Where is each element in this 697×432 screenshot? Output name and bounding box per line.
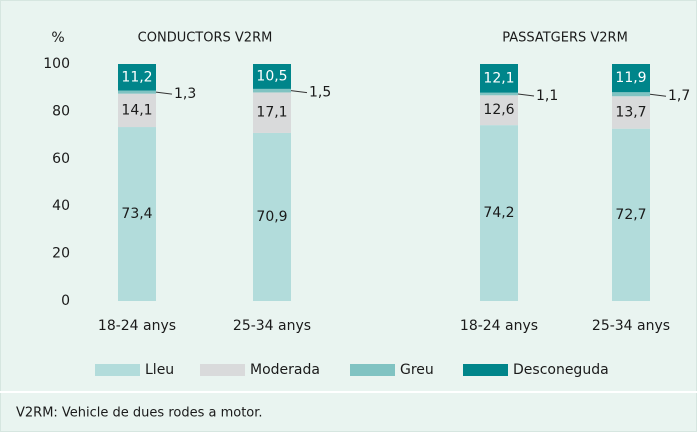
data-label: 1,5: [309, 85, 331, 101]
legend-swatch: [200, 364, 245, 376]
footnote: V2RM: Vehicle de dues rodes a motor.: [16, 406, 263, 421]
data-label: 1,1: [536, 88, 558, 104]
x-tick-label: 18-24 anys: [98, 318, 176, 334]
legend-label: Desconeguda: [513, 362, 609, 378]
x-tick-label: 25-34 anys: [233, 318, 311, 334]
x-tick-label: 25-34 anys: [592, 318, 670, 334]
legend-swatch: [95, 364, 140, 376]
legend-label: Lleu: [145, 362, 174, 378]
bar-segment: [480, 125, 518, 302]
data-label: 11,9: [615, 70, 646, 86]
data-label: 1,7: [668, 88, 690, 104]
bar-segment: [118, 127, 156, 302]
group-title: CONDUCTORS V2RM: [138, 31, 273, 46]
data-label: 10,5: [256, 68, 287, 84]
bar-segment: [480, 95, 518, 126]
data-label: 17,1: [256, 105, 287, 121]
y-axis-label: %: [51, 30, 64, 46]
data-label: 73,4: [121, 206, 152, 222]
data-label: 72,7: [615, 207, 646, 223]
data-label: 70,9: [256, 209, 287, 225]
bar-segment: [612, 96, 650, 129]
bar-segment: [118, 64, 156, 91]
y-tick-label: 20: [52, 246, 70, 262]
bar-segment: [480, 92, 518, 96]
bar-segment: [253, 88, 291, 93]
leader-line: [290, 90, 308, 94]
bar-segment: [253, 92, 291, 133]
bar-segment: [612, 92, 650, 97]
data-label: 1,3: [174, 86, 196, 102]
legend-label: Moderada: [250, 362, 320, 378]
y-tick-label: 60: [52, 151, 70, 167]
bar-segment: [612, 128, 650, 301]
y-tick-label: 100: [43, 56, 70, 72]
y-tick-label: 80: [52, 103, 70, 119]
data-label: 14,1: [121, 102, 152, 118]
bar-segment: [118, 90, 156, 94]
data-label: 12,6: [483, 102, 514, 118]
legend-swatch: [463, 364, 508, 376]
data-label: 74,2: [483, 205, 514, 221]
y-tick-label: 0: [61, 293, 70, 309]
x-tick-label: 18-24 anys: [460, 318, 538, 334]
group-title: PASSATGERS V2RM: [502, 31, 628, 46]
data-label: 11,2: [121, 69, 152, 85]
leader-line: [155, 91, 173, 95]
y-tick-label: 40: [52, 198, 70, 214]
leader-line: [517, 93, 535, 97]
bar-segment: [480, 64, 518, 93]
bar-segment: [253, 132, 291, 301]
legend-label: Greu: [400, 362, 434, 378]
leader-line: [649, 93, 667, 97]
bar-segment: [118, 93, 156, 128]
legend-swatch: [350, 364, 395, 376]
data-label: 12,1: [483, 70, 514, 86]
bar-segment: [612, 64, 650, 93]
bar-segment: [253, 64, 291, 89]
data-label: 13,7: [615, 104, 646, 120]
